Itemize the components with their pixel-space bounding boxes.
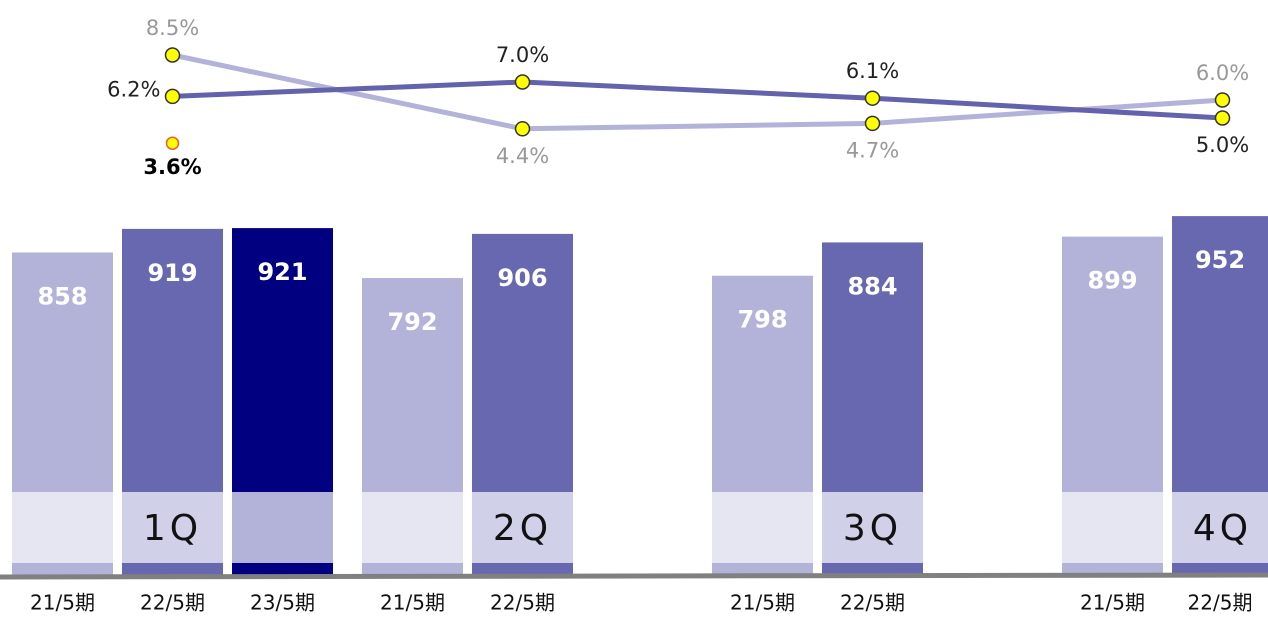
bar-band	[122, 492, 223, 563]
x-tick-label: 21/5期	[1080, 591, 1145, 615]
rate-label: 4.4%	[496, 144, 549, 168]
x-tick-label: 22/5期	[1188, 591, 1253, 615]
rate-point	[514, 74, 531, 90]
x-tick-label: 21/5期	[730, 591, 795, 615]
rate-label: 6.1%	[846, 59, 899, 83]
rate-label: 8.5%	[146, 16, 199, 40]
rate-label: 4.7%	[846, 138, 899, 162]
rate-line	[172, 79, 1223, 121]
rate-label: 5.0%	[1196, 133, 1249, 157]
bar-band	[1062, 492, 1163, 563]
bar-value-label: 921	[257, 258, 307, 286]
bar-band	[472, 492, 573, 563]
bar-value-label: 952	[1195, 246, 1245, 274]
x-tick-label: 22/5期	[490, 591, 555, 615]
bar-value-label: 884	[847, 272, 897, 300]
x-tick-label: 21/5期	[30, 591, 95, 615]
bar-band	[232, 492, 333, 563]
bar-value-label: 792	[387, 308, 437, 336]
rate-point	[864, 115, 881, 132]
bar-value-label: 899	[1087, 267, 1137, 295]
bar-value-label: 858	[37, 282, 87, 310]
rate-line	[171, 52, 1223, 132]
rate-label: 3.6%	[143, 155, 201, 179]
quarter-label: 3Q	[843, 508, 902, 549]
bar-value-label: 798	[737, 306, 787, 334]
rate-point	[1214, 110, 1231, 126]
x-tick-label: 22/5期	[140, 591, 205, 615]
rate-point	[1214, 92, 1231, 108]
bar-band	[12, 492, 113, 563]
quarter-label: 1Q	[143, 508, 202, 549]
rate-label: 6.2%	[107, 77, 160, 101]
rate-point	[165, 136, 180, 150]
bar-band	[712, 492, 813, 563]
rate-point	[864, 90, 881, 106]
rate-label: 7.0%	[496, 43, 549, 67]
rate-label: 6.0%	[1196, 61, 1249, 85]
baseline	[0, 572, 1268, 580]
rate-point	[164, 47, 181, 63]
bar-band	[1172, 492, 1268, 563]
x-tick-label: 23/5期	[250, 591, 315, 615]
quarter-label: 2Q	[493, 508, 552, 549]
quarter-label: 4Q	[1193, 508, 1252, 549]
x-tick-label: 22/5期	[840, 591, 905, 615]
x-tick-label: 21/5期	[380, 591, 445, 615]
bar-band	[822, 492, 923, 563]
rate-point	[164, 88, 181, 105]
rate-point	[514, 121, 531, 137]
bar-band	[362, 492, 463, 563]
bar-value-label: 906	[497, 264, 547, 292]
bar-value-label: 919	[147, 259, 197, 287]
